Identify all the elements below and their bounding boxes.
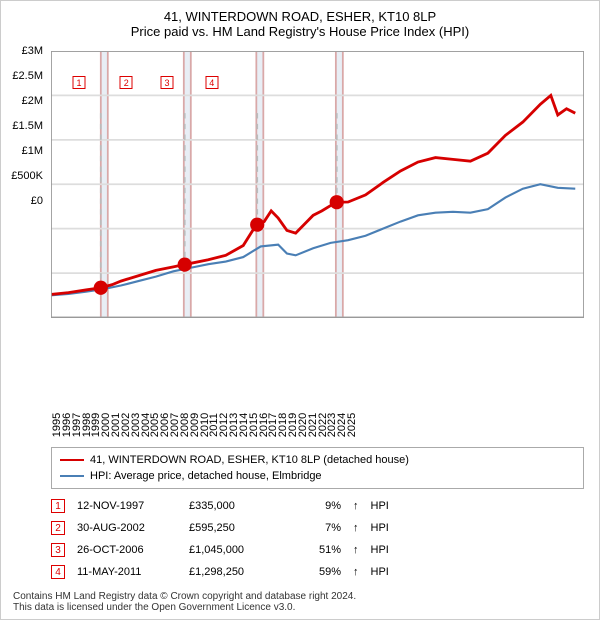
title-subtitle: Price paid vs. HM Land Registry's House … [1,24,599,39]
event-suffix: HPI [371,500,389,512]
y-tick-label: £2.5M [0,70,43,82]
footer: Contains HM Land Registry data © Crown c… [13,591,587,613]
arrow-up-icon: ↑ [353,544,359,556]
legend-swatch [60,459,84,461]
y-tick-label: £2M [0,95,43,107]
events-table: 1 12-NOV-1997 £335,000 9% ↑ HPI2 30-AUG-… [51,495,584,583]
event-price: £1,298,250 [189,566,289,578]
event-price: £1,045,000 [189,544,289,556]
sale-marker-4: 4 [205,76,218,89]
sale-marker-3: 3 [161,76,174,89]
y-tick-label: £500K [0,170,43,182]
title-block: 41, WINTERDOWN ROAD, ESHER, KT10 8LP Pri… [1,1,599,43]
event-pct: 7% [301,522,341,534]
event-pct: 9% [301,500,341,512]
event-row: 2 30-AUG-2002 £595,250 7% ↑ HPI [51,517,584,539]
y-tick-label: £0 [0,195,43,207]
event-marker: 2 [51,521,65,535]
event-marker: 4 [51,565,65,579]
arrow-up-icon: ↑ [353,500,359,512]
event-price: £595,250 [189,522,289,534]
y-tick-label: £1.5M [0,120,43,132]
event-pct: 51% [301,544,341,556]
chart-svg [51,51,584,318]
y-tick-label: £1M [0,145,43,157]
y-axis-labels: £0£500K£1M£1.5M£2M£2.5M£3M [3,51,47,391]
chart-area: £0£500K£1M£1.5M£2M£2.5M£3M 1234 [51,51,584,391]
legend-item: 41, WINTERDOWN ROAD, ESHER, KT10 8LP (de… [60,452,575,468]
event-pct: 59% [301,566,341,578]
event-row: 3 26-OCT-2006 £1,045,000 51% ↑ HPI [51,539,584,561]
x-tick-label: 2025 [346,413,358,437]
event-suffix: HPI [371,566,389,578]
event-date: 30-AUG-2002 [77,522,177,534]
legend-label: HPI: Average price, detached house, Elmb… [90,470,322,482]
event-date: 12-NOV-1997 [77,500,177,512]
event-suffix: HPI [371,522,389,534]
sale-marker-2: 2 [120,76,133,89]
arrow-up-icon: ↑ [353,566,359,578]
title-address: 41, WINTERDOWN ROAD, ESHER, KT10 8LP [1,9,599,24]
chart-container: 41, WINTERDOWN ROAD, ESHER, KT10 8LP Pri… [0,0,600,620]
event-suffix: HPI [371,544,389,556]
event-date: 11-MAY-2011 [77,566,177,578]
y-tick-label: £3M [0,45,43,57]
event-row: 1 12-NOV-1997 £335,000 9% ↑ HPI [51,495,584,517]
arrow-up-icon: ↑ [353,522,359,534]
event-marker: 3 [51,543,65,557]
event-marker: 1 [51,499,65,513]
footer-line1: Contains HM Land Registry data © Crown c… [13,591,587,602]
legend-label: 41, WINTERDOWN ROAD, ESHER, KT10 8LP (de… [90,454,409,466]
legend-item: HPI: Average price, detached house, Elmb… [60,468,575,484]
x-axis-labels: 1995199619971998199920002001200220032004… [51,401,584,447]
event-row: 4 11-MAY-2011 £1,298,250 59% ↑ HPI [51,561,584,583]
footer-line2: This data is licensed under the Open Gov… [13,602,587,613]
sale-marker-1: 1 [73,76,86,89]
event-price: £335,000 [189,500,289,512]
legend-swatch [60,475,84,477]
event-date: 26-OCT-2006 [77,544,177,556]
legend: 41, WINTERDOWN ROAD, ESHER, KT10 8LP (de… [51,447,584,489]
